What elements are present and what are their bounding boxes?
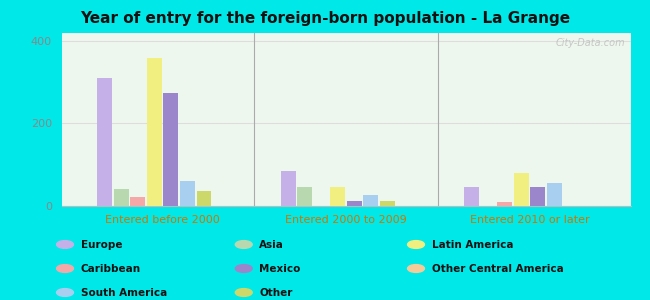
Bar: [547, 183, 562, 206]
Bar: [281, 171, 296, 206]
Text: City-Data.com: City-Data.com: [555, 38, 625, 48]
Text: Other: Other: [259, 287, 292, 298]
Bar: [464, 187, 479, 206]
Bar: [497, 202, 512, 206]
Text: Year of entry for the foreign-born population - La Grange: Year of entry for the foreign-born popul…: [80, 11, 570, 26]
Text: Mexico: Mexico: [259, 263, 301, 274]
Bar: [363, 195, 378, 206]
Bar: [147, 58, 162, 206]
Bar: [131, 197, 146, 206]
Bar: [514, 172, 528, 206]
Bar: [347, 201, 362, 206]
Text: Latin America: Latin America: [432, 239, 513, 250]
Text: Asia: Asia: [259, 239, 284, 250]
Bar: [98, 78, 112, 206]
Text: Europe: Europe: [81, 239, 122, 250]
Bar: [180, 181, 195, 206]
Text: Caribbean: Caribbean: [81, 263, 140, 274]
Bar: [530, 187, 545, 206]
Bar: [298, 187, 312, 206]
Bar: [196, 191, 211, 206]
Bar: [164, 93, 178, 206]
Bar: [380, 201, 395, 206]
Bar: [330, 187, 345, 206]
Text: Other Central America: Other Central America: [432, 263, 564, 274]
Bar: [114, 189, 129, 206]
Text: South America: South America: [81, 287, 167, 298]
